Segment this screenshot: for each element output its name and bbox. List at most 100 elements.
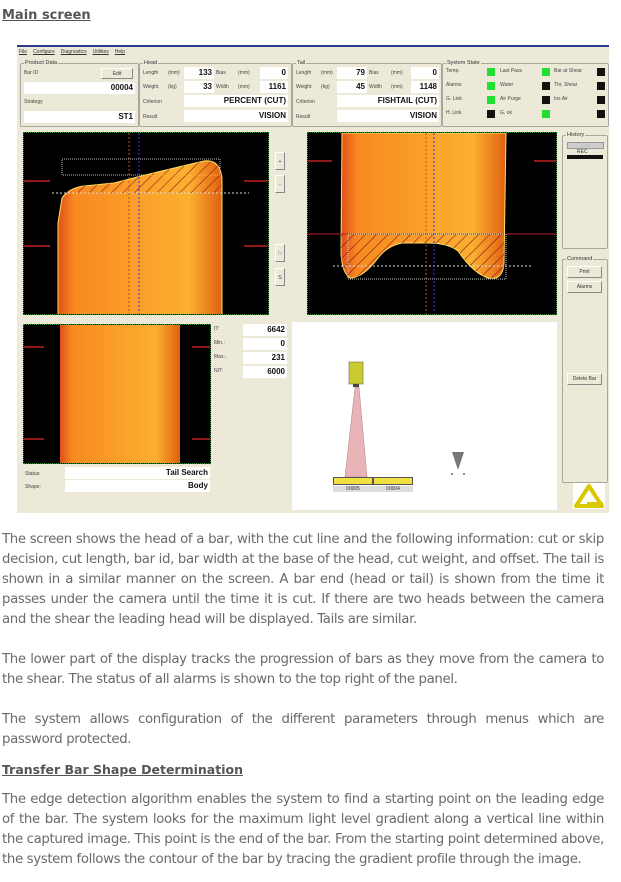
status-led-icon [487, 110, 495, 118]
rec-indicator [567, 155, 603, 159]
tracked-bar-id: 00005 [333, 486, 373, 492]
status-led-icon [597, 68, 605, 76]
camera-beam [344, 386, 368, 478]
status-led-icon [542, 68, 550, 76]
menu-bar: File Configure Diagnostics Utilities Hel… [19, 49, 125, 55]
menu-utilities[interactable]: Utilities [92, 49, 109, 55]
stat-value: 6000 [243, 366, 287, 378]
tail-length-field: 79 [337, 67, 367, 79]
label: (kg) [321, 84, 330, 90]
tail-bias-field: 0 [411, 67, 439, 79]
shape-field: Body [65, 480, 210, 492]
status-led-icon [487, 68, 495, 76]
status-led-icon [487, 96, 495, 104]
indicator-label: Thr. Shear [554, 82, 578, 88]
status-led-icon [597, 96, 605, 104]
s-button[interactable]: S [275, 268, 285, 286]
rec-label: REC [577, 149, 588, 155]
head-image [23, 132, 269, 315]
bar-tracking-view: 00005 00004 [292, 322, 557, 510]
idle-indicator: IDLE [567, 142, 604, 149]
stat-value: 6642 [243, 324, 287, 336]
legend: Tail [296, 60, 307, 66]
stat-label: IT: [214, 326, 220, 332]
indicator-label: Water [500, 82, 514, 88]
head-width-field: 1161 [260, 81, 288, 93]
tracked-bar[interactable] [333, 477, 373, 485]
live-camera-image [23, 324, 211, 464]
product-data-panel: Product Data Bar ID Edit 00004 Strategy … [20, 60, 139, 127]
edit-button[interactable]: Edit [101, 68, 133, 79]
zoom-in-button[interactable]: + [275, 152, 285, 170]
shape-label: Shape: [25, 484, 41, 490]
indicator-label: Air Purge [500, 96, 521, 102]
section-heading: Transfer Bar Shape Determination [2, 762, 243, 777]
legend: System State [446, 60, 481, 66]
status-label: Status: [25, 471, 41, 477]
head-bias-field: 0 [260, 67, 288, 79]
status-led-icon [597, 82, 605, 90]
strategy-label: Strategy [24, 99, 43, 105]
camera-icon [348, 361, 364, 385]
strategy-field: ST1 [24, 111, 135, 123]
head-criterion-field: PERCENT (CUT) [184, 95, 288, 107]
label: (mm) [391, 70, 403, 76]
head-weight-field: 33 [184, 81, 214, 93]
n-button[interactable]: N [275, 244, 285, 262]
menu-diagnostics[interactable]: Diagnostics [60, 49, 87, 55]
stat-label: NIT: [214, 368, 223, 374]
company-logo [573, 483, 605, 509]
label: Result [143, 114, 158, 120]
label: Result [296, 114, 311, 120]
command-panel: Command Print Alarms Delete Bar [562, 256, 608, 483]
stat-label: Min.: [214, 340, 225, 346]
tail-image [307, 132, 557, 315]
tail-result-field: VISION [337, 110, 439, 122]
indicator-label: Bar at Shear [554, 68, 583, 74]
head-result-field: VISION [184, 110, 288, 122]
delete-bar-button[interactable]: Delete Bar [567, 373, 602, 385]
paragraph: The lower part of the display tracks the… [2, 652, 604, 687]
label: Weight [296, 84, 312, 90]
menu-help[interactable]: Help [114, 49, 126, 55]
alarms-button[interactable]: Alarms [567, 281, 602, 293]
legend: Product Data [24, 60, 59, 66]
paragraph: The edge detection algorithm enables the… [2, 792, 604, 867]
label: (kg) [168, 84, 177, 90]
indicator-label: Ins Air [554, 96, 568, 102]
head-panel: Head Length (mm) 133 Bias (mm) 0 Weight … [139, 60, 292, 127]
print-button[interactable]: Print [567, 266, 602, 278]
tracked-bar[interactable] [373, 477, 413, 485]
stat-label: Max.: [214, 354, 227, 360]
zoom-out-button[interactable]: - [275, 175, 285, 193]
status-led-icon [542, 96, 550, 104]
label: Weight [143, 84, 159, 90]
label: Bias [369, 70, 379, 76]
label: Criterion [296, 99, 315, 105]
indicator-label: G. ok [500, 110, 512, 116]
menu-file[interactable]: File [19, 49, 28, 55]
main-screen-screenshot: File Configure Diagnostics Utilities Hel… [17, 45, 609, 513]
stat-value: 0 [243, 338, 287, 350]
system-state-panel: System State Temp. Last Pass Bar at Shear A… [442, 60, 609, 127]
label: (mm) [238, 70, 250, 76]
stat-value: 231 [243, 352, 287, 364]
status-led-icon [542, 82, 550, 90]
indicator-label: H. Link [446, 110, 462, 116]
label: (mm) [238, 84, 250, 90]
label: Width [216, 84, 229, 90]
page-title: Main screen [2, 8, 91, 23]
tail-weight-field: 45 [337, 81, 367, 93]
tracked-bar-id: 00004 [373, 486, 413, 492]
legend: History [566, 132, 586, 138]
status-led-icon [597, 110, 605, 118]
menu-configure[interactable]: Configure [33, 49, 55, 55]
status-led-icon [542, 110, 550, 118]
paragraph: The screen shows the head of a bar, with… [2, 532, 604, 627]
label: (mm) [321, 70, 333, 76]
label: (mm) [168, 70, 180, 76]
label: (mm) [391, 84, 403, 90]
label: Length [143, 70, 159, 76]
bar-id-field: 00004 [24, 82, 135, 94]
indicator-label: Last Pass [500, 68, 522, 74]
